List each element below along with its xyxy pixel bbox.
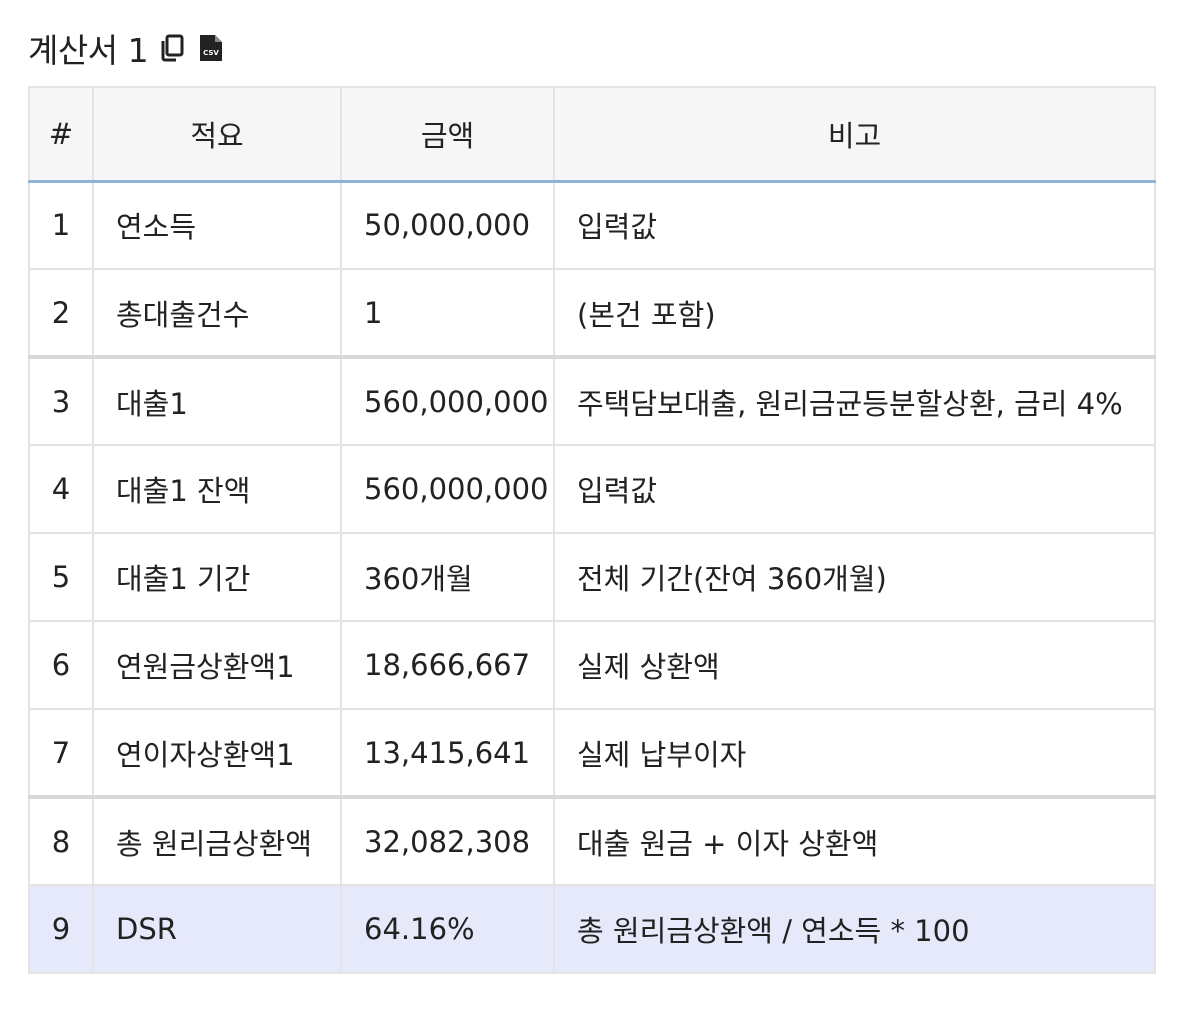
row-note: 전체 기간(잔여 360개월): [553, 532, 1156, 622]
table-row: 7 연이자상환액1 13,415,641 실제 납부이자: [28, 708, 1156, 798]
column-header-note: 비고: [553, 86, 1156, 183]
row-note: (본건 포함): [553, 268, 1156, 358]
table-row: 5 대출1 기간 360개월 전체 기간(잔여 360개월): [28, 532, 1156, 622]
row-description: 연원금상환액1: [92, 620, 342, 710]
page-title: 계산서 1: [28, 31, 149, 70]
row-number: 7: [28, 708, 94, 798]
row-description: 총대출건수: [92, 268, 342, 358]
row-number: 6: [28, 620, 94, 710]
row-description: 대출1 기간: [92, 532, 342, 622]
row-number: 3: [28, 355, 94, 446]
row-note: 실제 납부이자: [553, 708, 1156, 798]
table-header-row: # 적요 금액 비고: [28, 86, 1156, 183]
csv-file-icon[interactable]: CSV: [198, 33, 224, 63]
row-number: 5: [28, 532, 94, 622]
row-amount: 560,000,000: [340, 444, 555, 534]
table-row: 8 총 원리금상환액 32,082,308 대출 원금 + 이자 상환액: [28, 795, 1156, 886]
row-description: DSR: [92, 884, 342, 974]
row-amount: 1: [340, 268, 555, 358]
row-amount: 32,082,308: [340, 795, 555, 886]
row-note: 총 원리금상환액 / 연소득 * 100: [553, 884, 1156, 974]
column-header-description: 적요: [92, 86, 342, 183]
row-amount: 18,666,667: [340, 620, 555, 710]
table-row: 1 연소득 50,000,000 입력값: [28, 180, 1156, 270]
row-amount: 560,000,000: [340, 355, 555, 446]
row-note: 주택담보대출, 원리금균등분할상환, 금리 4%: [553, 355, 1156, 446]
row-number: 1: [28, 180, 94, 270]
row-number: 9: [28, 884, 94, 974]
row-amount: 360개월: [340, 532, 555, 622]
column-header-amount: 금액: [340, 86, 555, 183]
row-description: 대출1 잔액: [92, 444, 342, 534]
table-row: 2 총대출건수 1 (본건 포함): [28, 268, 1156, 358]
row-description: 연소득: [92, 180, 342, 270]
row-note: 대출 원금 + 이자 상환액: [553, 795, 1156, 886]
row-amount: 50,000,000: [340, 180, 555, 270]
table-row: 6 연원금상환액1 18,666,667 실제 상환액: [28, 620, 1156, 710]
row-description: 총 원리금상환액: [92, 795, 342, 886]
row-number: 8: [28, 795, 94, 886]
row-amount: 64.16%: [340, 884, 555, 974]
row-note: 실제 상환액: [553, 620, 1156, 710]
row-amount: 13,415,641: [340, 708, 555, 798]
table-row: 4 대출1 잔액 560,000,000 입력값: [28, 444, 1156, 534]
table-row: 3 대출1 560,000,000 주택담보대출, 원리금균등분할상환, 금리 …: [28, 355, 1156, 446]
row-note: 입력값: [553, 444, 1156, 534]
row-description: 연이자상환액1: [92, 708, 342, 798]
copy-icon[interactable]: [158, 33, 186, 63]
row-number: 4: [28, 444, 94, 534]
calculation-table: # 적요 금액 비고 1 연소득 50,000,000 입력값 2 총대출건수 …: [28, 86, 1156, 974]
row-description: 대출1: [92, 355, 342, 446]
title-row: 계산서 1 CSV: [28, 22, 224, 74]
svg-text:CSV: CSV: [203, 49, 219, 57]
table-row-highlighted: 9 DSR 64.16% 총 원리금상환액 / 연소득 * 100: [28, 884, 1156, 974]
row-number: 2: [28, 268, 94, 358]
column-header-number: #: [28, 86, 94, 183]
row-note: 입력값: [553, 180, 1156, 270]
